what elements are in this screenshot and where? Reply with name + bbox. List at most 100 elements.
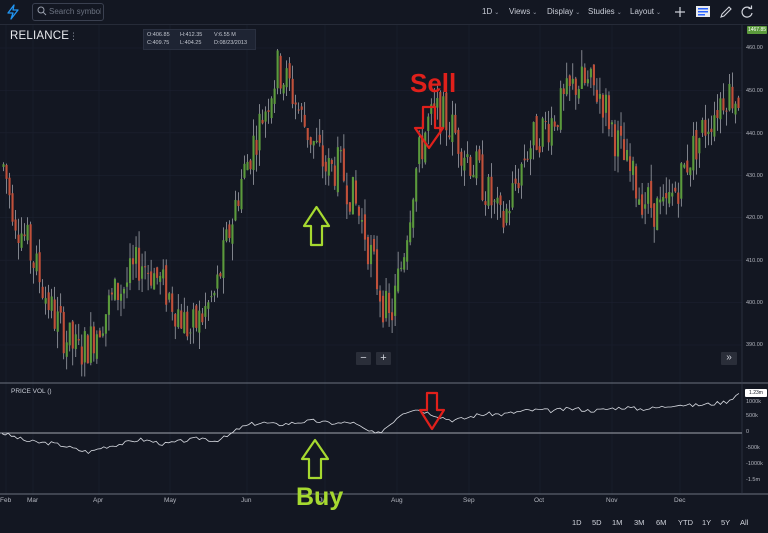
candle-body	[89, 326, 92, 363]
period-3m-button[interactable]: 3M	[634, 518, 645, 527]
period-5y-button[interactable]: 5Y	[721, 518, 731, 527]
candle-body	[728, 83, 731, 111]
candle-body	[312, 141, 315, 146]
candle-body	[195, 305, 198, 328]
candle-body	[532, 122, 535, 146]
candle-body	[535, 116, 538, 150]
price-chart[interactable]	[0, 25, 768, 515]
chevron-down-icon: ⌄	[656, 10, 662, 16]
period-all-button[interactable]: All	[740, 518, 749, 527]
candle-body	[228, 224, 231, 239]
candle-body	[183, 312, 186, 334]
candle-body	[222, 240, 225, 278]
candle-body	[400, 267, 403, 269]
layout-label: Layout	[630, 7, 655, 16]
candle-body	[68, 322, 71, 346]
search-input[interactable]	[49, 5, 101, 18]
candle-body	[686, 160, 689, 173]
candle-body	[475, 151, 478, 179]
candle-body	[662, 196, 665, 202]
candle-body	[550, 118, 553, 146]
candle-body	[50, 296, 53, 311]
candle-body	[610, 122, 614, 125]
candle-body	[294, 102, 297, 105]
symbol-search[interactable]	[32, 3, 104, 21]
candle-body	[641, 194, 644, 215]
candle-body	[457, 129, 460, 154]
candle-body	[698, 138, 701, 154]
candle-body	[342, 148, 345, 181]
candle-body	[153, 273, 156, 290]
candle-body	[692, 135, 695, 171]
candle-body	[366, 237, 370, 265]
period-1d-button[interactable]: 1D	[572, 518, 582, 527]
zoom-out-button[interactable]: −	[356, 352, 371, 365]
candle-body	[616, 130, 620, 157]
views-dropdown[interactable]: Views ⌄	[509, 5, 537, 19]
zoom-in-button[interactable]: +	[376, 352, 391, 365]
candle-body	[484, 201, 487, 205]
time-axis-label: Oct	[534, 497, 545, 504]
candle-body	[255, 139, 258, 155]
candle-body	[406, 240, 409, 262]
plus-icon[interactable]	[672, 4, 688, 20]
interval-dropdown[interactable]: 1D ⌄	[482, 5, 499, 19]
candle-body	[210, 296, 213, 298]
more-options-icon[interactable]: ⋮	[69, 31, 78, 41]
period-1y-button[interactable]: 1Y	[702, 518, 712, 527]
period-5d-button[interactable]: 5D	[592, 518, 602, 527]
studies-dropdown[interactable]: Studies ⌄	[588, 5, 622, 19]
chat-icon[interactable]	[695, 4, 711, 20]
candle-body	[92, 326, 95, 354]
candle-body	[427, 116, 430, 131]
candle-body	[297, 109, 300, 111]
candle-body	[104, 314, 107, 334]
volume-axis-label: -1000k	[746, 461, 763, 467]
candle-body	[647, 187, 650, 204]
candle-body	[95, 334, 98, 359]
chevron-down-icon: ⌄	[616, 10, 622, 16]
candle-body	[159, 275, 162, 282]
candle-body	[47, 292, 50, 311]
candle-body	[192, 309, 195, 328]
candle-body	[701, 120, 704, 133]
candle-body	[622, 139, 626, 161]
candle-body	[306, 127, 309, 141]
last-price-tag: 1467.85	[747, 26, 767, 34]
candle-body	[574, 78, 577, 95]
candle-body	[381, 295, 385, 323]
candle-body	[2, 164, 5, 167]
candle-body	[264, 111, 267, 122]
candle-body	[502, 210, 505, 228]
candle-body	[56, 311, 59, 332]
layout-dropdown[interactable]: Layout ⌄	[630, 5, 661, 19]
low-value: L:404.25	[180, 40, 202, 46]
candle-body	[553, 121, 556, 127]
pencil-icon[interactable]	[718, 4, 734, 20]
views-label: Views	[509, 7, 531, 16]
candle-body	[478, 149, 481, 161]
period-6m-button[interactable]: 6M	[656, 518, 667, 527]
volume-axis-label: -1.5m	[746, 477, 761, 483]
candle-body	[412, 199, 415, 228]
logo-icon[interactable]	[6, 4, 20, 20]
candle-body	[671, 192, 674, 197]
candle-body	[141, 266, 144, 279]
candle-body	[454, 114, 457, 133]
period-1m-button[interactable]: 1M	[612, 518, 623, 527]
candle-body	[116, 283, 120, 301]
period-ytd-button[interactable]: YTD	[678, 518, 693, 527]
price-axis-label: 420.00	[746, 215, 763, 221]
candle-body	[147, 272, 150, 274]
candle-body	[327, 157, 330, 176]
candle-body	[632, 160, 635, 175]
volume-line	[1, 393, 740, 455]
candle-body	[385, 290, 388, 319]
refresh-icon[interactable]	[739, 4, 755, 20]
candle-body	[514, 178, 517, 184]
candle-body	[517, 182, 520, 189]
candle-body	[445, 92, 448, 131]
candle-body	[707, 131, 710, 135]
display-dropdown[interactable]: Display ⌄	[547, 5, 580, 19]
scroll-to-latest-button[interactable]: »	[721, 352, 737, 365]
